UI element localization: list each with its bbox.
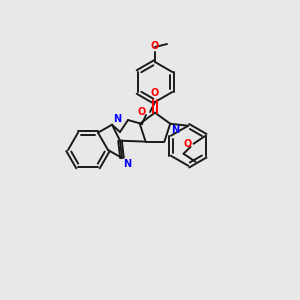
Text: N: N [171, 125, 179, 135]
Text: O: O [151, 88, 159, 98]
Text: N: N [113, 114, 121, 124]
Text: O: O [151, 41, 159, 51]
Text: O: O [183, 139, 191, 149]
Text: O: O [138, 107, 146, 117]
Text: N: N [123, 159, 131, 169]
